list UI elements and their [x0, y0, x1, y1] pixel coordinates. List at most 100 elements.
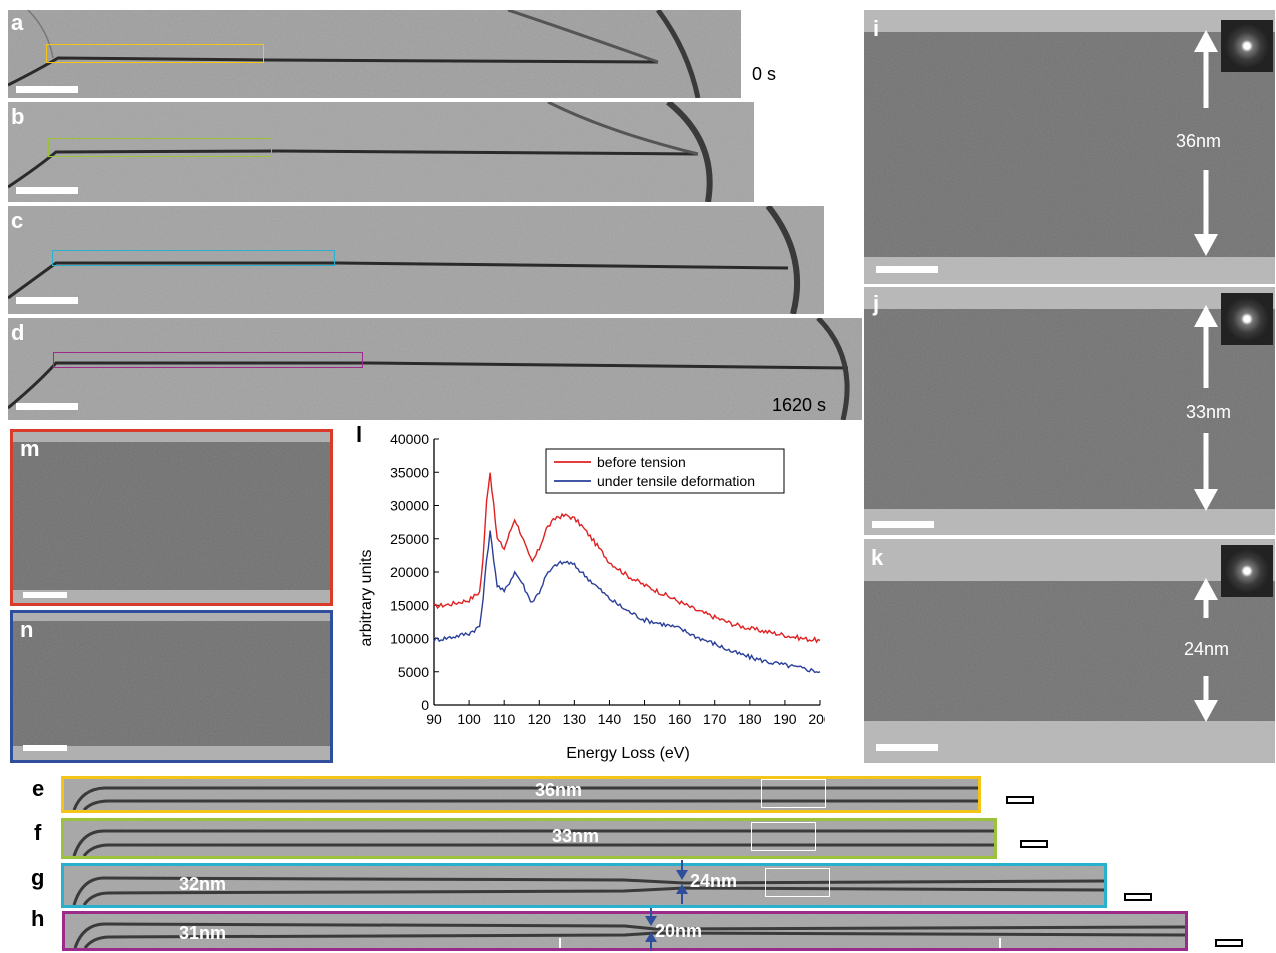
- legend-box: [545, 448, 785, 494]
- x-tick-label: 190: [773, 711, 797, 727]
- thickness-label-k: 24nm: [1184, 639, 1230, 659]
- x-tick-label: 120: [528, 711, 552, 727]
- panel-c: [8, 206, 824, 314]
- y-tick-label: 5000: [398, 664, 429, 680]
- strip-e: [61, 776, 981, 813]
- roi-box-d: [53, 352, 363, 368]
- x-tick-label: 180: [738, 711, 762, 727]
- thickness-arrow-i: [1194, 30, 1218, 256]
- panel-label-j: j: [873, 291, 880, 316]
- scale-bar-g: [1124, 893, 1152, 901]
- thickness-label-j: 33nm: [1186, 402, 1232, 422]
- scale-bar-i: [876, 266, 938, 273]
- series-line-under-tensile-deformation: [433, 530, 821, 674]
- scale-bar-k: [876, 744, 938, 751]
- x-tick-label: 110: [493, 711, 516, 727]
- panel-label-i: i: [873, 16, 880, 41]
- y-tick-label: 30000: [390, 498, 429, 514]
- time-label-d: 1620 s: [772, 395, 827, 415]
- strip-image-g: [64, 866, 1104, 905]
- y-tick-label: 0: [421, 697, 429, 713]
- panel-b: [8, 102, 754, 202]
- scale-bar-b: [16, 187, 78, 194]
- thickness-arrow-j: [1194, 305, 1218, 511]
- panel-label-n: n: [20, 617, 34, 642]
- panel-label-b: b: [11, 104, 25, 129]
- eels-chart: 90 100 110 120 130 140 150 160 170 180 190 200 0 5000…: [358, 431, 825, 762]
- thickness-label-g-neck: 24nm: [690, 871, 738, 891]
- hrtem-image-n: [13, 613, 330, 760]
- strip-g: [61, 863, 1107, 908]
- scale-bar-c: [16, 297, 78, 304]
- panel-label-a: a: [11, 10, 24, 35]
- thickness-label-h-left: 31nm: [179, 923, 227, 943]
- scale-bar-d: [16, 403, 78, 410]
- x-tick-label: 200: [808, 711, 825, 727]
- y-tick-label: 10000: [390, 631, 429, 647]
- fft-inset-k: [1221, 545, 1273, 597]
- time-label-a: 0 s: [752, 64, 777, 84]
- panel-label-k: k: [871, 545, 884, 570]
- fft-inset-i: [1221, 20, 1273, 72]
- panel-d: [8, 318, 862, 420]
- x-tick-label: 100: [457, 711, 481, 727]
- neck-arrows-h: [645, 908, 657, 950]
- strip-h: [62, 911, 1188, 951]
- series-line-before-tension: [433, 472, 821, 644]
- roi-box-b: [48, 138, 272, 157]
- y-axis-label: arbitrary units: [358, 550, 375, 647]
- panel-a: [8, 10, 741, 98]
- chart-series: [433, 472, 821, 674]
- scale-bar-n: [23, 745, 67, 751]
- x-tick-label: 140: [598, 711, 622, 727]
- panel-m: [10, 429, 333, 606]
- strip-f: [61, 818, 997, 859]
- hrtem-image-m: [13, 432, 330, 603]
- x-tick-label: 90: [426, 711, 442, 727]
- roi-box-a: [46, 44, 264, 63]
- chart-legend: before tension under tensile deformation: [545, 448, 785, 494]
- legend-label: under tensile deformation: [597, 473, 755, 489]
- tem-image-b: [8, 102, 754, 202]
- thickness-arrow-k: [1194, 578, 1218, 722]
- strip-image-h: [65, 914, 1185, 948]
- neck-arrows-g: [676, 860, 688, 904]
- panel-label-l: l: [356, 422, 363, 447]
- chart-axes: 90 100 110 120 130 140 150 160 170 180 190 200 0 5000…: [390, 431, 825, 727]
- y-tick-label: 20000: [390, 564, 429, 580]
- tem-image-a: [8, 10, 741, 98]
- x-tick-label: 170: [703, 711, 727, 727]
- legend-label: before tension: [597, 454, 686, 470]
- scale-bar-e: [1006, 796, 1034, 804]
- detail-box-e: [761, 779, 826, 808]
- thickness-label-g-left: 32nm: [179, 874, 227, 894]
- scale-bar-h: [1215, 939, 1243, 947]
- fft-inset-j: [1221, 293, 1273, 345]
- panel-label-f: f: [34, 820, 42, 845]
- panel-label-m: m: [20, 436, 40, 461]
- strip-image-f: [64, 821, 994, 856]
- y-tick-label: 35000: [390, 464, 429, 480]
- thickness-label-e: 36nm: [535, 780, 583, 800]
- x-axis-label: Energy Loss (eV): [566, 745, 690, 762]
- detail-box-f: [751, 822, 816, 851]
- strip-image-e: [64, 779, 978, 810]
- thickness-label-h-neck: 20nm: [655, 921, 703, 941]
- y-tick-label: 25000: [390, 531, 429, 547]
- panel-label-g: g: [31, 865, 45, 890]
- x-tick-label: 130: [563, 711, 587, 727]
- scale-bar-f: [1020, 840, 1048, 848]
- panel-n: [10, 610, 333, 763]
- x-tick-label: 150: [633, 711, 657, 727]
- panel-label-h: h: [31, 906, 45, 931]
- thickness-label-f: 33nm: [552, 826, 600, 846]
- scale-bar-m: [23, 592, 67, 598]
- tem-image-c: [8, 206, 824, 314]
- tem-image-d: [8, 318, 862, 420]
- panel-label-d: d: [11, 320, 25, 345]
- panel-label-e: e: [32, 776, 45, 801]
- scale-bar-j: [872, 521, 934, 528]
- thickness-label-i: 36nm: [1176, 131, 1222, 151]
- detail-box-g: [765, 868, 830, 897]
- roi-box-c: [52, 250, 335, 266]
